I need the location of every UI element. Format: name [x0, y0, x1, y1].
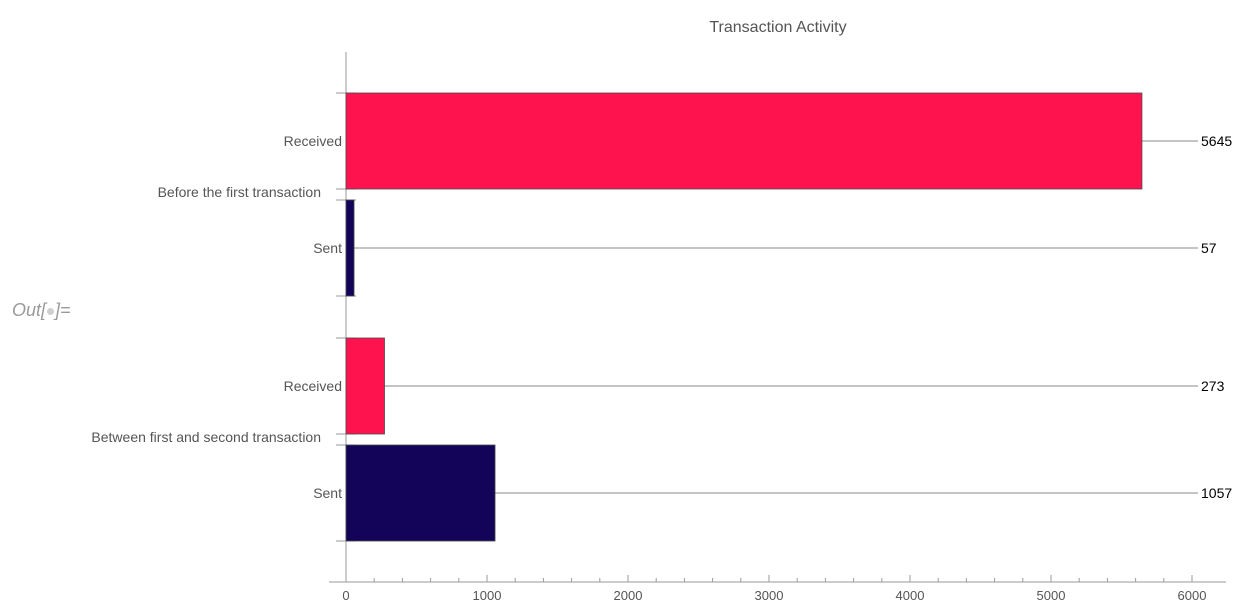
category-label-sent: Sent	[313, 240, 342, 256]
x-tick-label: 2000	[614, 588, 643, 603]
value-label: 5645	[1201, 133, 1232, 149]
x-tick-label: 5000	[1037, 588, 1066, 603]
out-prompt-prefix: Out[	[12, 300, 47, 320]
x-tick-label: 0	[342, 588, 349, 603]
category-label-sent: Sent	[313, 485, 342, 501]
out-prompt-dot-icon	[47, 307, 55, 315]
out-prompt-suffix: ]=	[55, 300, 71, 320]
bar-sent-1	[345, 199, 355, 297]
chart-title: Transaction Activity	[709, 19, 846, 36]
x-tick-label: 1000	[473, 588, 502, 603]
bar-received-1	[345, 92, 1143, 190]
value-label: 273	[1201, 378, 1225, 394]
out-prompt-label: Out[ ]=	[12, 300, 71, 321]
x-tick-label: 6000	[1178, 588, 1207, 603]
group-label: Between first and second transaction	[91, 429, 321, 445]
bar-sent-2	[345, 444, 496, 542]
group-label: Before the first transaction	[158, 184, 321, 200]
category-label-received: Received	[284, 378, 342, 394]
x-tick-label: 4000	[896, 588, 925, 603]
category-label-received: Received	[284, 133, 342, 149]
value-label: 57	[1201, 240, 1217, 256]
value-label: 1057	[1201, 485, 1232, 501]
bar-received-2	[345, 337, 385, 435]
plot-area: Received 5645 Sent 57 Before the first trans…	[91, 52, 1232, 603]
x-tick-label: 3000	[755, 588, 784, 603]
